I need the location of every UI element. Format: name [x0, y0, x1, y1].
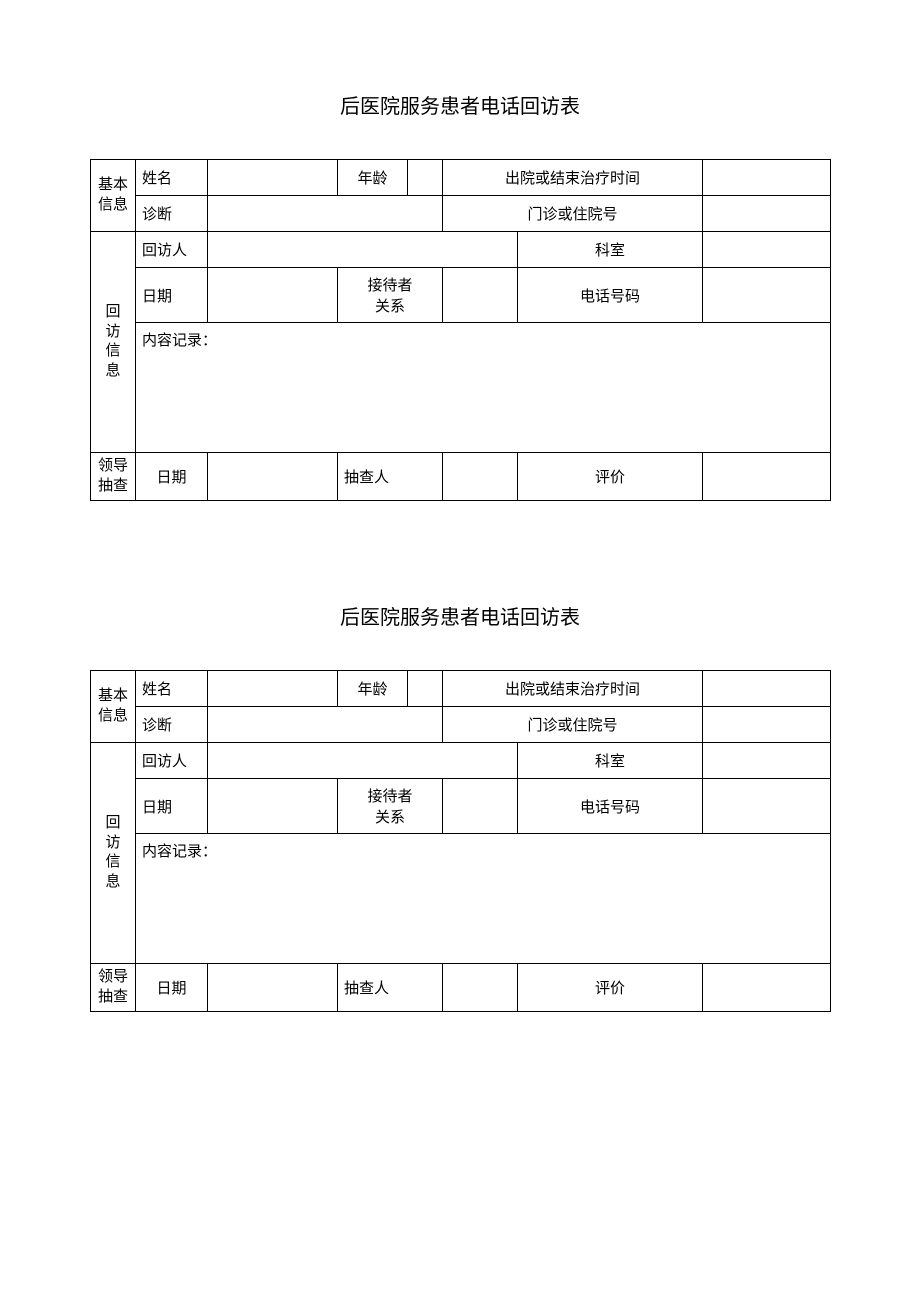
field-checker-label: 抽查人 [338, 453, 443, 501]
form-instance-1: 后医院服务患者电话回访表 基本信息 姓名 年龄 出院或结束治疗时间 诊断 [90, 90, 830, 501]
field-diagnosis-value [208, 707, 443, 743]
section-leader-label: 领导抽查 [91, 964, 136, 1012]
field-checker-value [443, 964, 518, 1012]
field-name-label: 姓名 [136, 671, 208, 707]
field-check-date-value [208, 964, 338, 1012]
field-receiver-label: 接待者关系 [338, 779, 443, 834]
field-date-value [208, 268, 338, 323]
field-evaluation-label: 评价 [518, 964, 703, 1012]
field-evaluation-value [703, 964, 831, 1012]
field-check-date-label: 日期 [136, 453, 208, 501]
field-phone-value [703, 779, 831, 834]
section-followup-label: 回访信息 [91, 232, 136, 453]
field-patient-number-label: 门诊或住院号 [443, 707, 703, 743]
field-name-label: 姓名 [136, 160, 208, 196]
field-diagnosis-label: 诊断 [136, 196, 208, 232]
field-check-date-value [208, 453, 338, 501]
field-content-record: 内容记录： [136, 323, 831, 453]
field-checker-label: 抽查人 [338, 964, 443, 1012]
section-basic-label: 基本信息 [91, 671, 136, 743]
field-receiver-value [443, 268, 518, 323]
field-check-date-label: 日期 [136, 964, 208, 1012]
field-age-value [408, 160, 443, 196]
field-age-label: 年龄 [338, 671, 408, 707]
field-checker-value [443, 453, 518, 501]
field-department-value [703, 743, 831, 779]
field-visitor-label: 回访人 [136, 232, 208, 268]
field-receiver-value [443, 779, 518, 834]
followup-form-table: 基本信息 姓名 年龄 出院或结束治疗时间 诊断 门诊或住院号 回访信息 回访人 … [90, 670, 831, 1012]
field-patient-number-label: 门诊或住院号 [443, 196, 703, 232]
field-date-value [208, 779, 338, 834]
field-department-value [703, 232, 831, 268]
field-age-value [408, 671, 443, 707]
field-phone-label: 电话号码 [518, 268, 703, 323]
field-visitor-value [208, 743, 518, 779]
field-phone-label: 电话号码 [518, 779, 703, 834]
field-visitor-value [208, 232, 518, 268]
field-discharge-label: 出院或结束治疗时间 [443, 671, 703, 707]
field-department-label: 科室 [518, 743, 703, 779]
field-evaluation-label: 评价 [518, 453, 703, 501]
field-patient-number-value [703, 196, 831, 232]
field-department-label: 科室 [518, 232, 703, 268]
form-title: 后医院服务患者电话回访表 [90, 601, 830, 630]
field-visitor-label: 回访人 [136, 743, 208, 779]
section-followup-label: 回访信息 [91, 743, 136, 964]
followup-form-table: 基本信息 姓名 年龄 出院或结束治疗时间 诊断 门诊或住院号 回访信息 回访人 … [90, 159, 831, 501]
field-name-value [208, 160, 338, 196]
field-diagnosis-label: 诊断 [136, 707, 208, 743]
field-receiver-label: 接待者关系 [338, 268, 443, 323]
field-patient-number-value [703, 707, 831, 743]
field-date-label: 日期 [136, 268, 208, 323]
field-evaluation-value [703, 453, 831, 501]
field-discharge-label: 出院或结束治疗时间 [443, 160, 703, 196]
section-basic-label: 基本信息 [91, 160, 136, 232]
field-date-label: 日期 [136, 779, 208, 834]
form-title: 后医院服务患者电话回访表 [90, 90, 830, 119]
section-leader-label: 领导抽查 [91, 453, 136, 501]
field-discharge-value [703, 160, 831, 196]
field-phone-value [703, 268, 831, 323]
field-content-record: 内容记录： [136, 834, 831, 964]
field-name-value [208, 671, 338, 707]
form-instance-2: 后医院服务患者电话回访表 基本信息 姓名 年龄 出院或结束治疗时间 诊断 门诊或… [90, 601, 830, 1012]
field-age-label: 年龄 [338, 160, 408, 196]
field-diagnosis-value [208, 196, 443, 232]
field-discharge-value [703, 671, 831, 707]
